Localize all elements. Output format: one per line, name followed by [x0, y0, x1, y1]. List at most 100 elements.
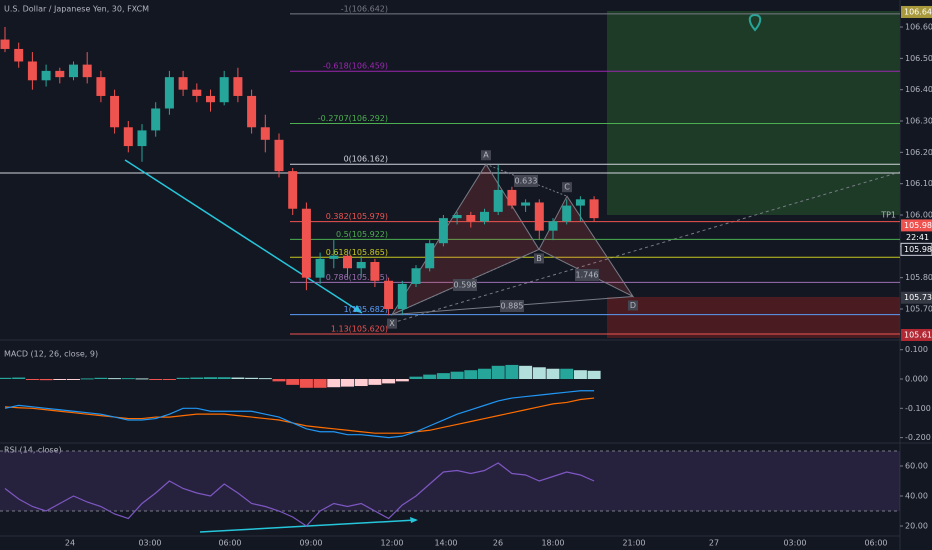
trend-arrow: [124, 159, 363, 314]
rsi-trend-arrow: [199, 519, 417, 533]
rsi-tick-label: 60.00: [905, 462, 928, 471]
price-tick-label: 105.800: [905, 273, 932, 282]
macd-bar: [217, 377, 231, 379]
arrow-head: [353, 305, 362, 313]
candle-body: [521, 202, 531, 206]
candle-body: [151, 108, 161, 131]
macd-bar: [491, 365, 505, 379]
macd-bar: [162, 379, 176, 380]
macd-tick-label: -0.100: [905, 404, 931, 413]
candle-body: [562, 205, 572, 222]
pattern-point-box: [387, 318, 397, 329]
time-label: 06:00: [864, 539, 887, 548]
ratio-label: 0.885: [501, 302, 524, 311]
macd-bar: [272, 379, 286, 382]
pattern-point-label: A: [483, 151, 489, 160]
macd-tick-label: -0.200: [905, 433, 931, 442]
macd-bar: [464, 370, 478, 379]
candle-body: [27, 61, 37, 81]
macd-bar: [67, 379, 80, 380]
candle-body: [14, 48, 24, 62]
candle-body: [55, 70, 65, 78]
profit-zone: [607, 11, 900, 215]
candle-body: [41, 70, 51, 81]
macd-title: MACD (12, 26, close, 9): [4, 350, 98, 359]
candle-body: [438, 218, 448, 244]
price-tick-label: 106.600: [905, 23, 932, 32]
candle-body: [466, 215, 476, 222]
pattern-point-label: X: [389, 319, 395, 328]
macd-tick-label: 0.100: [905, 345, 928, 354]
time-label: 06:00: [218, 539, 241, 548]
price-tick-label: 105.700: [905, 304, 932, 313]
candle-body: [233, 77, 243, 96]
candle-body: [575, 199, 585, 206]
macd-bar: [53, 379, 67, 380]
macd-bar: [190, 377, 204, 379]
candle-body: [315, 258, 325, 278]
macd-bar: [560, 368, 574, 379]
candle-body: [356, 261, 366, 269]
macd-line: [4, 390, 595, 439]
price-badge: [900, 242, 932, 256]
macd-bar: [258, 378, 272, 380]
candle-body: [82, 64, 92, 78]
candle-body: [343, 255, 352, 269]
price-tick-label: 106.200: [905, 148, 932, 157]
candle-body: [274, 139, 284, 172]
countdown: 22:41: [906, 233, 929, 242]
candle-body: [589, 199, 599, 219]
time-label: 18:00: [541, 539, 564, 548]
macd-bar: [245, 377, 259, 379]
macd-bar: [80, 378, 94, 380]
candle-body: [219, 77, 229, 103]
price-badge: [901, 5, 932, 18]
macd-bar: [108, 378, 122, 380]
time-label: 26: [493, 539, 503, 548]
candle-body: [288, 171, 298, 209]
macd-bar: [299, 379, 313, 388]
pattern-point-box: [628, 300, 638, 311]
macd-bar: [286, 379, 300, 385]
ratio-box: [453, 279, 477, 291]
candle-body: [384, 280, 394, 309]
candle-body: [507, 189, 517, 206]
pattern-point-label: D: [630, 301, 636, 310]
macd-bar: [532, 367, 546, 379]
macd-bar: [121, 378, 135, 380]
alert-marker[interactable]: [748, 13, 762, 32]
fib-label: -0.618(106.459): [323, 62, 388, 71]
macd-bar: [0, 377, 12, 379]
ratio-box: [514, 175, 538, 187]
macd-bar: [409, 376, 423, 379]
tp-label: TP1: [880, 211, 896, 220]
price-badge: [901, 328, 932, 341]
time-label: 24: [65, 539, 75, 548]
candle-body: [329, 255, 339, 259]
price-tick-label: 106.100: [905, 179, 932, 188]
time-label: 12:00: [380, 539, 403, 548]
candle-body: [96, 77, 106, 96]
pattern-point-box: [562, 182, 572, 193]
rsi-band-fill: [0, 451, 900, 511]
macd-bar: [382, 379, 396, 384]
macd-bar: [587, 370, 601, 379]
ratio-label: 1.746: [576, 271, 599, 280]
macd-bar: [94, 377, 108, 379]
pattern-point-box: [534, 253, 544, 264]
candle-body: [397, 283, 407, 309]
fib-label: 1(105.682): [344, 305, 388, 314]
fib-label: 0(106.162): [344, 155, 388, 164]
macd-bar: [176, 377, 190, 379]
macd-bar: [12, 377, 26, 379]
price-tick-label: 106.300: [905, 117, 932, 126]
arrow-head: [410, 517, 418, 523]
rsi-tick-label: 20.00: [905, 522, 928, 531]
fib-label: 0.786(105.785): [326, 273, 388, 282]
price-badge-label: 105.736: [904, 293, 932, 302]
candle-body: [69, 64, 78, 78]
price-badge: [901, 219, 932, 232]
price-badge-label: 105.617: [904, 330, 932, 339]
